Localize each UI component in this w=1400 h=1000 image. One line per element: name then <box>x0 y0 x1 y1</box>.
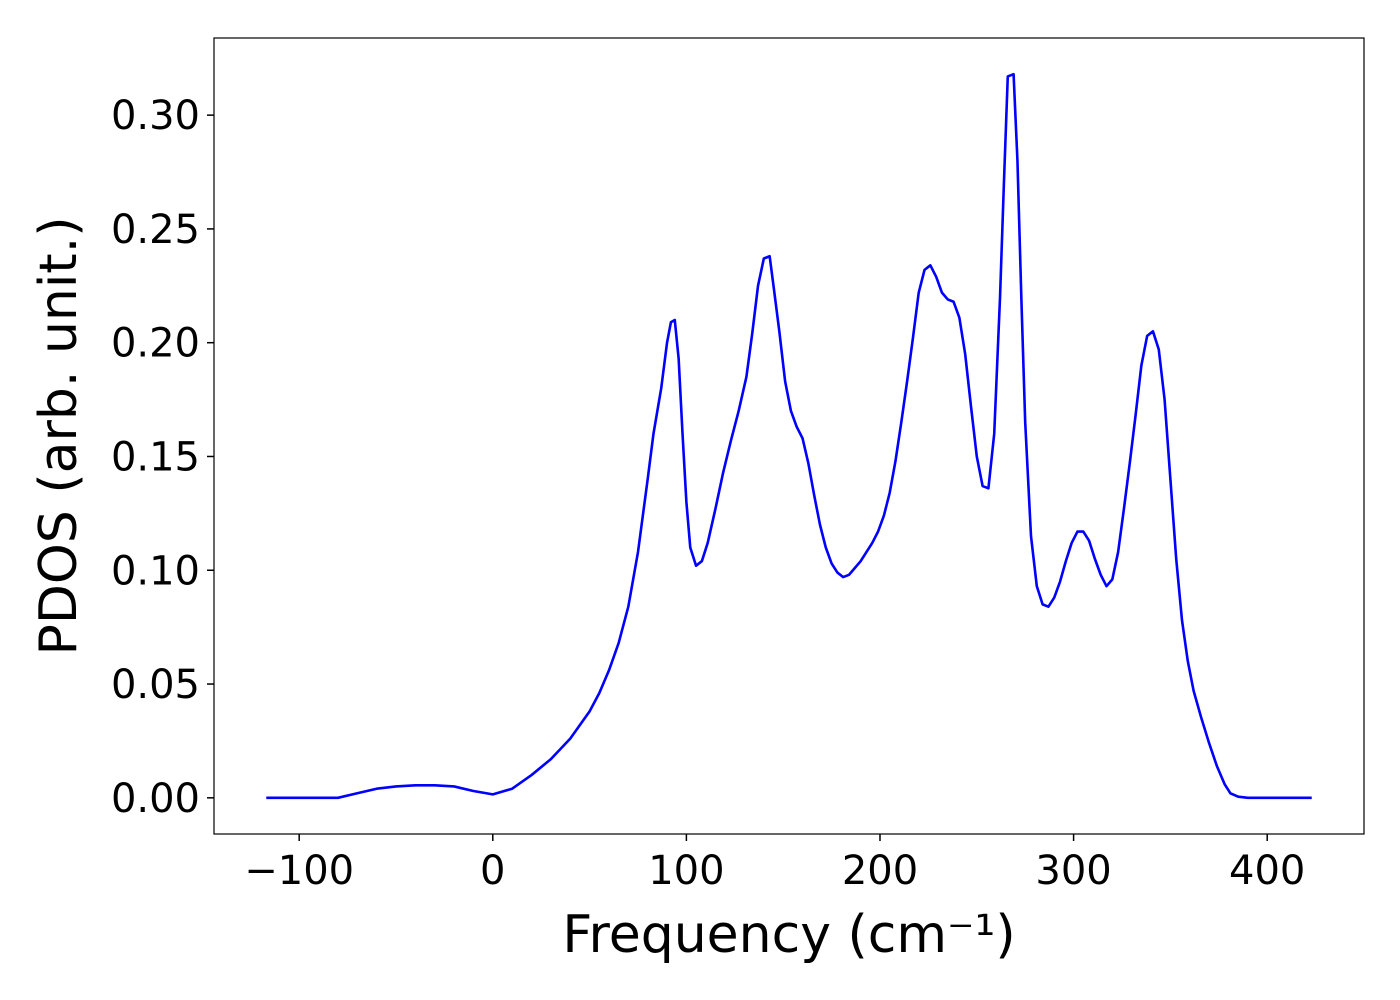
y-tick-label: 0.20 <box>111 321 200 367</box>
y-tick-label: 0.00 <box>111 776 200 822</box>
y-tick-label: 0.25 <box>111 207 200 253</box>
x-tick-label: −100 <box>244 848 354 894</box>
y-tick-label: 0.30 <box>111 93 200 139</box>
x-axis-label: Frequency (cm⁻¹) <box>562 905 1015 965</box>
x-tick-label: 300 <box>1035 848 1111 894</box>
y-tick-label: 0.15 <box>111 434 200 480</box>
x-tick-label: 100 <box>648 848 724 894</box>
x-tick-label: 0 <box>480 848 505 894</box>
x-tick-label: 400 <box>1229 848 1305 894</box>
y-tick-label: 0.10 <box>111 548 200 594</box>
x-tick-label: 200 <box>842 848 918 894</box>
y-tick-label: 0.05 <box>111 662 200 708</box>
pdos-line <box>266 72 1312 800</box>
plot-frame <box>213 37 1365 835</box>
y-axis-label: PDOS (arb. unit.) <box>29 216 89 655</box>
